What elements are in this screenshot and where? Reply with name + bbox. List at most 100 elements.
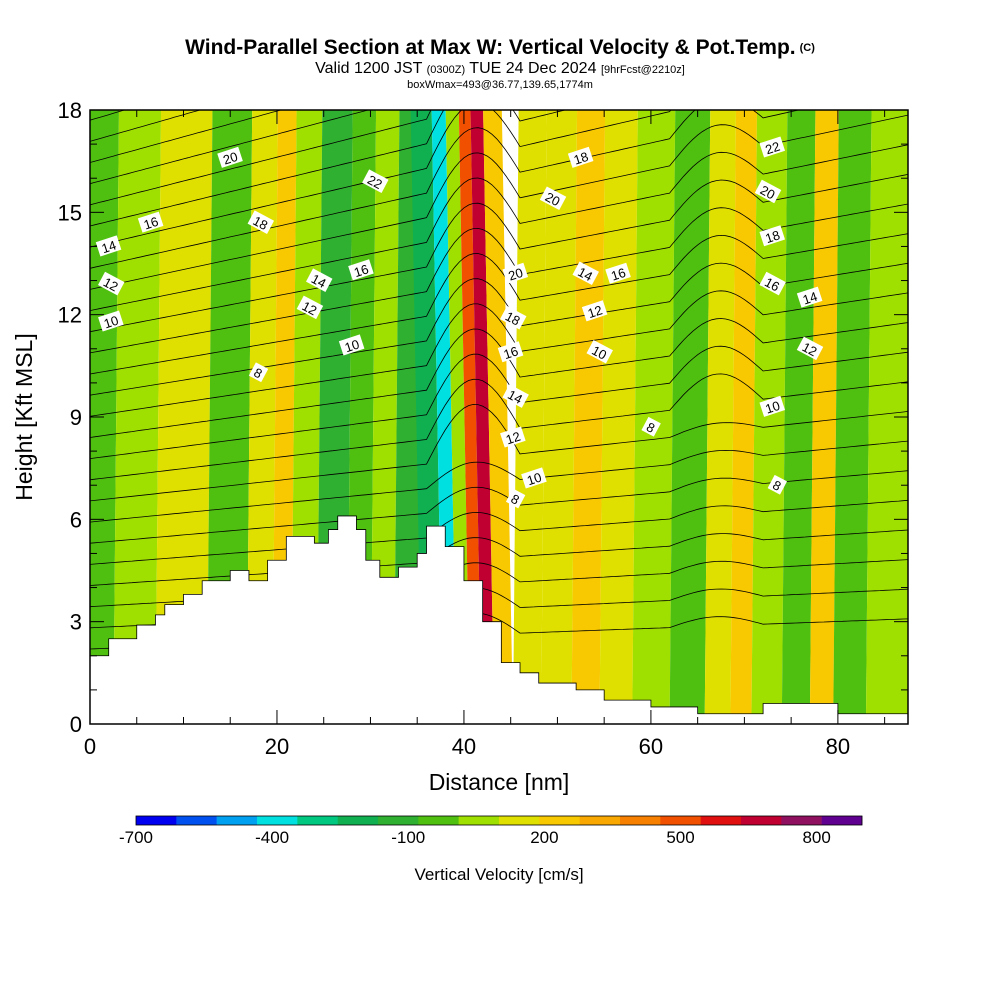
colorbar-title: Vertical Velocity [cm/s] [414,865,583,884]
velocity-band [599,110,638,724]
theta-contour-label-bg [500,305,527,330]
theta-contour-label-text: 10 [102,313,120,332]
theta-contour-label: 14 [95,235,122,257]
theta-contour-label-text: 12 [586,302,604,321]
theta-contour-line [90,110,283,163]
theta-contour-label: 8 [248,362,269,383]
theta-contour-label: 20 [502,262,529,284]
theta-contour-label: 12 [296,295,324,320]
theta-contour-label-bg [521,467,547,489]
theta-contour-label-text: 14 [100,238,118,257]
velocity-band [113,110,162,724]
velocity-band [632,110,676,724]
theta-contour-label-bg [567,146,594,168]
colorbar-swatch [337,816,379,825]
theta-contour-line [90,290,908,417]
colorbar-swatch [620,816,661,825]
y-tick-label: 12 [58,303,82,328]
theta-contour-line [90,110,370,185]
x-tick-label: 60 [639,734,663,759]
theta-contour-line [90,499,908,565]
colorbar-label: -700 [119,828,153,847]
colorbar-swatch [539,816,580,825]
theta-contour-label-text: 14 [575,264,595,284]
velocity-band [669,110,711,724]
colorbar-label: 800 [802,828,830,847]
x-tick-label: 40 [452,734,476,759]
theta-contour-label-text: 20 [543,189,563,209]
theta-contour-line [90,440,908,523]
velocity-band [865,110,908,724]
theta-contour-label-text: 10 [763,398,781,417]
valid-utc: (0300Z) [426,64,466,76]
y-tick-label: 15 [58,200,82,225]
theta-contour-label-text: 16 [352,261,370,280]
velocity-band [470,110,495,724]
theta-contour-label-bg [759,395,786,417]
colorbar-label: 200 [530,828,558,847]
colorbar-swatch [176,816,217,825]
theta-contour-line [90,345,908,459]
theta-contour-label-text: 16 [502,343,520,362]
theta-contour-label-bg [505,488,526,509]
theta-contour-label-bg [586,339,613,364]
theta-contour-label: 8 [505,488,526,509]
y-axis-label: Height [Kft MSL] [11,333,37,500]
theta-contour-label-text: 14 [505,387,525,407]
terrain-silhouette [90,515,908,724]
y-tick-label: 3 [70,610,82,635]
theta-contour-label-bg [500,426,526,448]
theta-contour-label: 14 [796,286,823,308]
y-axis: 0 3 6 9 12 15 18 [58,98,908,737]
theta-contour-label-text: 14 [801,289,819,308]
colorbar-swatch [136,816,177,825]
theta-contour-line [90,144,908,311]
theta-contour-label-bg [247,210,275,234]
x-tick-label: 20 [265,734,289,759]
theta-contour-label: 16 [759,271,786,296]
theta-contour-label: 18 [500,305,527,330]
velocity-band [833,110,872,724]
box-info: boxWmax=493@36.77,139.65,1774m [407,79,593,91]
theta-contour-label: 10 [338,334,365,356]
theta-contour-label-text: 22 [763,139,781,158]
colorbar-swatch [216,816,258,825]
y-tick-label: 6 [70,507,82,532]
theta-contour-label-text: 20 [506,265,524,284]
colorbar-swatch [378,816,419,825]
theta-contour-label-text: 16 [609,265,627,284]
theta-contour-label-bg [796,286,823,308]
theta-contour-label-text: 18 [763,227,781,246]
theta-contour-label: 18 [567,146,594,168]
velocity-band [704,110,736,724]
theta-contour-label-text: 20 [758,182,778,202]
x-tick-label: 0 [84,734,96,759]
velocity-band [541,110,578,724]
theta-contour-line [90,403,908,502]
theta-contour-label-bg [296,295,324,320]
theta-contour-label-text: 10 [525,470,543,489]
theta-contour-label: 10 [586,339,613,364]
theta-contour-label: 16 [348,259,374,281]
theta-contour-label-text: 18 [250,213,270,233]
theta-contour-label: 10 [521,467,547,489]
theta-contour-label-text: 12 [504,429,522,448]
theta-contour-line [90,110,672,248]
x-tick-label: 80 [826,734,850,759]
colorbar: -700 -400 -100 200 500 800 [119,815,863,847]
theta-contour-line [90,233,908,375]
theta-contour-label: 16 [605,262,631,284]
theta-contour-label-bg [98,271,125,296]
theta-contour-label-text: 10 [343,337,361,356]
theta-contour-label-bg [95,235,122,257]
theta-contour-label: 16 [497,341,524,363]
theta-contour-label: 18 [759,225,786,247]
theta-contour-label-text: 18 [503,309,523,329]
theta-contour-label: 20 [754,179,782,204]
colorbar-swatch [257,816,298,825]
theta-contour-label-text: 22 [365,172,385,192]
theta-contour-label-bg [362,169,389,193]
theta-contour-label: 22 [759,136,786,158]
